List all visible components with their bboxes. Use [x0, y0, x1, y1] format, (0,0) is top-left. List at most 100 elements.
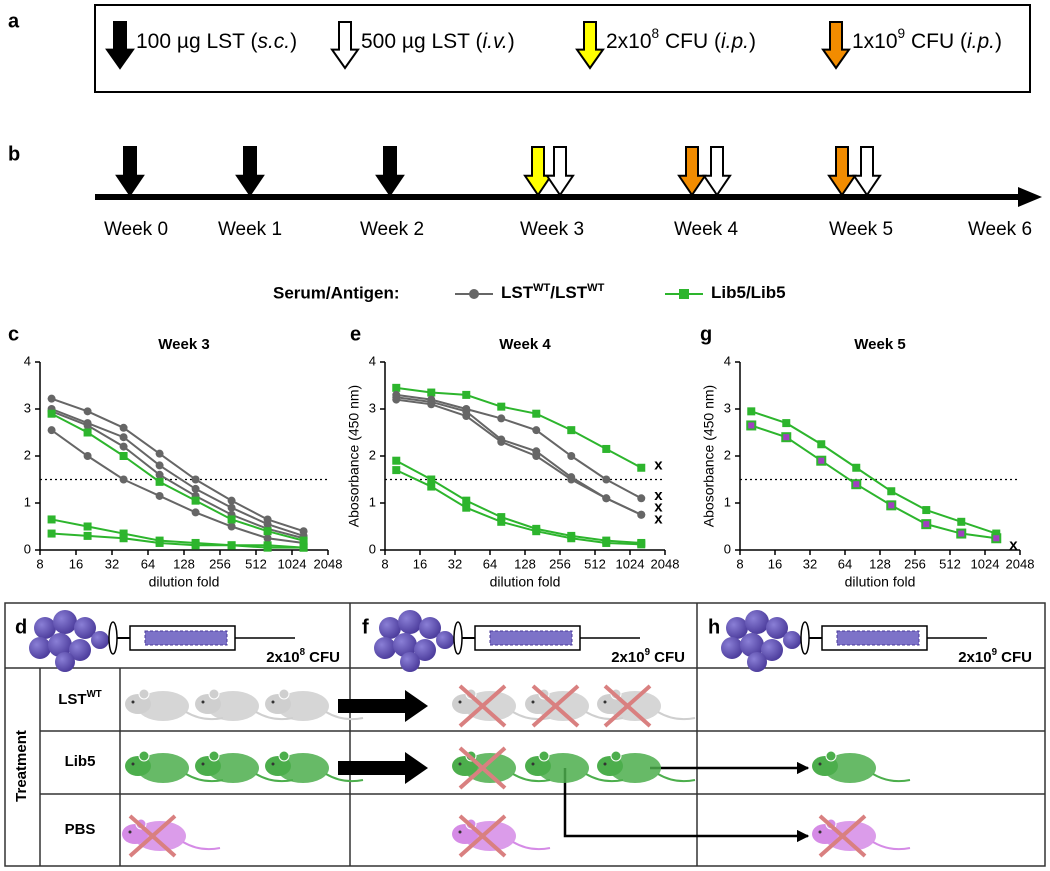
data-point	[497, 414, 506, 423]
data-point	[119, 529, 128, 538]
text-part: LST	[58, 691, 86, 708]
death-mark: x	[654, 487, 663, 504]
x-tick-label: 2048	[651, 556, 680, 571]
series-line	[395, 469, 642, 546]
mouse-icon	[597, 750, 696, 783]
text-part: 500 µg LST (	[361, 30, 482, 53]
mouse-ear	[138, 750, 150, 762]
mouse-body	[137, 691, 189, 721]
data-point	[746, 420, 757, 431]
y-tick-label: 4	[724, 353, 731, 368]
cross	[531, 684, 580, 728]
mouse-eye	[131, 700, 135, 704]
text-part: CFU	[650, 649, 685, 666]
chart-title: Week 3	[158, 336, 209, 353]
mouse-icon	[597, 684, 696, 728]
data-point	[816, 455, 827, 466]
mouse-icon	[195, 750, 294, 783]
legend-label: LSTWT/LSTWT	[501, 282, 605, 303]
data-point	[462, 390, 471, 399]
text-part: CFU	[305, 649, 340, 666]
y-tick-label: 4	[24, 353, 31, 368]
series-line	[51, 412, 304, 542]
bacterium	[783, 631, 801, 649]
series-line	[750, 424, 997, 540]
data-point	[852, 463, 861, 472]
mouse-body	[137, 753, 189, 783]
data-point	[497, 513, 506, 522]
bacterium	[91, 631, 109, 649]
syringe-icon	[108, 621, 295, 655]
mouse-eye	[201, 762, 205, 766]
data-point	[299, 543, 308, 552]
data-point	[227, 496, 236, 505]
data-point	[119, 475, 128, 484]
legend-title: Serum/Antigen:	[273, 283, 400, 302]
mouse-body	[277, 691, 329, 721]
chart-title: Week 4	[499, 336, 551, 353]
series-line	[51, 397, 304, 533]
week-label: Week 3	[520, 219, 584, 240]
mouse-body	[207, 753, 259, 783]
x-tick-label: 256	[904, 556, 926, 571]
bacterium	[414, 639, 436, 661]
bacterium	[436, 631, 454, 649]
legend-label: Lib5/Lib5	[711, 283, 786, 302]
text-part: )	[749, 30, 756, 53]
data-point	[567, 426, 576, 435]
series-line	[396, 393, 642, 500]
death-mark: x	[1009, 536, 1018, 553]
bacterium	[48, 633, 72, 657]
legend-marker	[679, 289, 689, 299]
bacteria-icon	[29, 610, 109, 672]
data-point	[83, 421, 92, 430]
mouse-icon	[122, 814, 221, 858]
series-line	[395, 459, 642, 544]
data-point	[191, 484, 200, 493]
data-point	[47, 409, 56, 418]
injection-arrow	[105, 21, 135, 70]
x-axis-label: dilution fold	[149, 574, 220, 590]
text-part: 9	[645, 647, 651, 658]
x-tick-label: 128	[173, 556, 195, 571]
bacterium	[721, 637, 743, 659]
mouse-eye	[271, 700, 275, 704]
x-axis-label: dilution fold	[845, 574, 916, 590]
data-point	[602, 494, 611, 503]
text-part: s.c.	[257, 30, 290, 53]
timeline-arrow	[545, 146, 575, 197]
data-point	[47, 515, 56, 524]
mouse-tail	[585, 711, 624, 721]
x-tick-label: 128	[514, 556, 536, 571]
death-mark: x	[654, 510, 663, 527]
x-tick-label: 16	[69, 556, 83, 571]
text-part: LST	[501, 283, 534, 302]
data-point	[83, 522, 92, 531]
mouse-icon	[452, 746, 551, 790]
bacteria-icon	[721, 610, 801, 672]
text-part: 8	[300, 647, 306, 658]
bacterium	[419, 617, 441, 639]
mouse-tail	[512, 711, 551, 721]
data-point	[427, 388, 436, 397]
x-tick-label: 1024	[971, 556, 1000, 571]
x-tick-label: 64	[141, 556, 155, 571]
timeline-arrow	[852, 146, 882, 197]
data-point	[227, 503, 236, 512]
mouse-icon	[525, 684, 624, 728]
data-point	[191, 475, 200, 484]
mouse-icon	[265, 750, 364, 783]
week-label: Week 4	[674, 219, 739, 240]
series-line	[51, 532, 304, 549]
panel-label: c	[8, 323, 19, 345]
mouse-eye	[458, 830, 462, 834]
data-point	[532, 426, 541, 435]
text-part: )	[995, 30, 1002, 53]
death-mark: x	[654, 499, 663, 516]
chart-title: Week 5	[854, 336, 905, 353]
mouse-eye	[131, 762, 135, 766]
data-point	[532, 527, 541, 536]
cross	[818, 814, 867, 858]
legend-marker	[469, 289, 479, 299]
mouse-eye	[603, 700, 607, 704]
